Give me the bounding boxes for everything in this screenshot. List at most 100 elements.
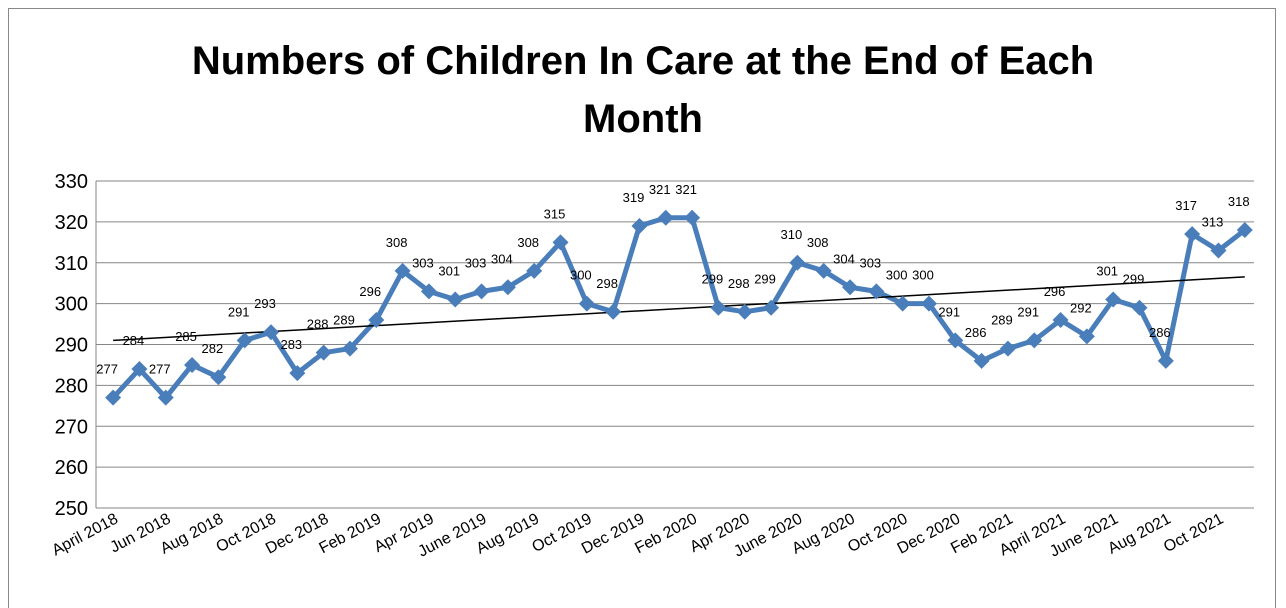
data-label: 299 — [1123, 272, 1145, 287]
data-label: 289 — [333, 313, 355, 328]
y-tick-label: 270 — [55, 416, 88, 438]
data-label: 292 — [1070, 300, 1092, 315]
data-label: 300 — [912, 268, 934, 283]
data-label: 303 — [859, 255, 881, 270]
data-label: 277 — [96, 362, 118, 377]
marker — [736, 303, 753, 320]
marker — [1184, 226, 1201, 243]
data-label: 296 — [359, 284, 381, 299]
marker — [763, 299, 780, 316]
marker — [341, 340, 358, 357]
data-label: 282 — [202, 341, 224, 356]
marker — [999, 340, 1016, 357]
marker — [184, 356, 201, 373]
data-label: 315 — [544, 206, 566, 221]
data-label: 293 — [254, 296, 276, 311]
data-label: 301 — [438, 264, 460, 279]
data-label: 321 — [649, 182, 671, 197]
data-label: 300 — [570, 268, 592, 283]
marker — [578, 295, 595, 312]
data-label: 291 — [228, 304, 250, 319]
data-label: 303 — [412, 255, 434, 270]
data-label: 310 — [781, 227, 803, 242]
marker — [1131, 299, 1148, 316]
marker — [1236, 222, 1253, 239]
marker — [684, 209, 701, 226]
marker — [368, 311, 385, 328]
chart-title: Numbers of Children In Care at the End o… — [191, 39, 1095, 141]
marker — [473, 283, 490, 300]
marker — [710, 299, 727, 316]
data-label: 289 — [991, 313, 1013, 328]
data-label: 285 — [175, 329, 197, 344]
data-label: 318 — [1228, 194, 1250, 209]
data-label: 308 — [807, 235, 829, 250]
marker — [499, 279, 516, 296]
marker — [263, 324, 280, 341]
marker — [394, 262, 411, 279]
data-label: 301 — [1096, 264, 1118, 279]
marker — [920, 295, 937, 312]
data-label: 277 — [149, 362, 171, 377]
data-label: 298 — [596, 276, 618, 291]
marker — [236, 332, 253, 349]
data-label: 299 — [754, 272, 776, 287]
data-label: 291 — [1017, 304, 1039, 319]
y-tick-label: 300 — [55, 294, 88, 316]
data-label: 308 — [517, 235, 539, 250]
marker — [1210, 242, 1227, 259]
marker — [973, 352, 990, 369]
marker — [1078, 328, 1095, 345]
marker — [947, 332, 964, 349]
marker — [605, 303, 622, 320]
chart-frame — [8, 8, 1276, 608]
marker — [1052, 311, 1069, 328]
marker — [789, 254, 806, 271]
y-tick-label: 310 — [55, 253, 88, 275]
marker — [526, 262, 543, 279]
data-label: 321 — [675, 182, 697, 197]
data-label: 296 — [1044, 284, 1066, 299]
data-label: 286 — [1149, 325, 1171, 340]
marker — [1157, 352, 1174, 369]
marker — [868, 283, 885, 300]
data-label: 304 — [833, 251, 855, 266]
y-tick-label: 320 — [55, 212, 88, 234]
marker — [842, 279, 859, 296]
data-label: 304 — [491, 251, 513, 266]
data-label: 283 — [280, 337, 302, 352]
y-tick-label: 250 — [55, 498, 88, 520]
marker — [552, 234, 569, 251]
marker — [1105, 291, 1122, 308]
data-label: 313 — [1202, 214, 1224, 229]
trendline — [113, 276, 1245, 342]
marker — [210, 369, 227, 386]
marker — [131, 361, 148, 378]
marker — [657, 209, 674, 226]
data-label: 284 — [123, 333, 145, 348]
marker — [631, 217, 648, 234]
data-label: 288 — [307, 317, 329, 332]
y-tick-label: 290 — [55, 335, 88, 357]
y-tick-label: 280 — [55, 375, 88, 397]
marker — [289, 365, 306, 382]
x-tick-label: Oct 2021 — [1161, 510, 1226, 556]
marker — [447, 291, 464, 308]
data-label: 298 — [728, 276, 750, 291]
marker — [815, 262, 832, 279]
marker — [894, 295, 911, 312]
marker — [157, 389, 174, 406]
y-tick-label: 330 — [55, 171, 88, 193]
data-label: 286 — [965, 325, 987, 340]
data-label: 299 — [702, 272, 724, 287]
data-label: 319 — [623, 190, 645, 205]
marker — [315, 344, 332, 361]
marker — [420, 283, 437, 300]
data-label: 308 — [386, 235, 408, 250]
data-label: 291 — [938, 304, 960, 319]
data-label: 300 — [886, 268, 908, 283]
marker — [105, 389, 122, 406]
y-tick-label: 260 — [55, 457, 88, 479]
